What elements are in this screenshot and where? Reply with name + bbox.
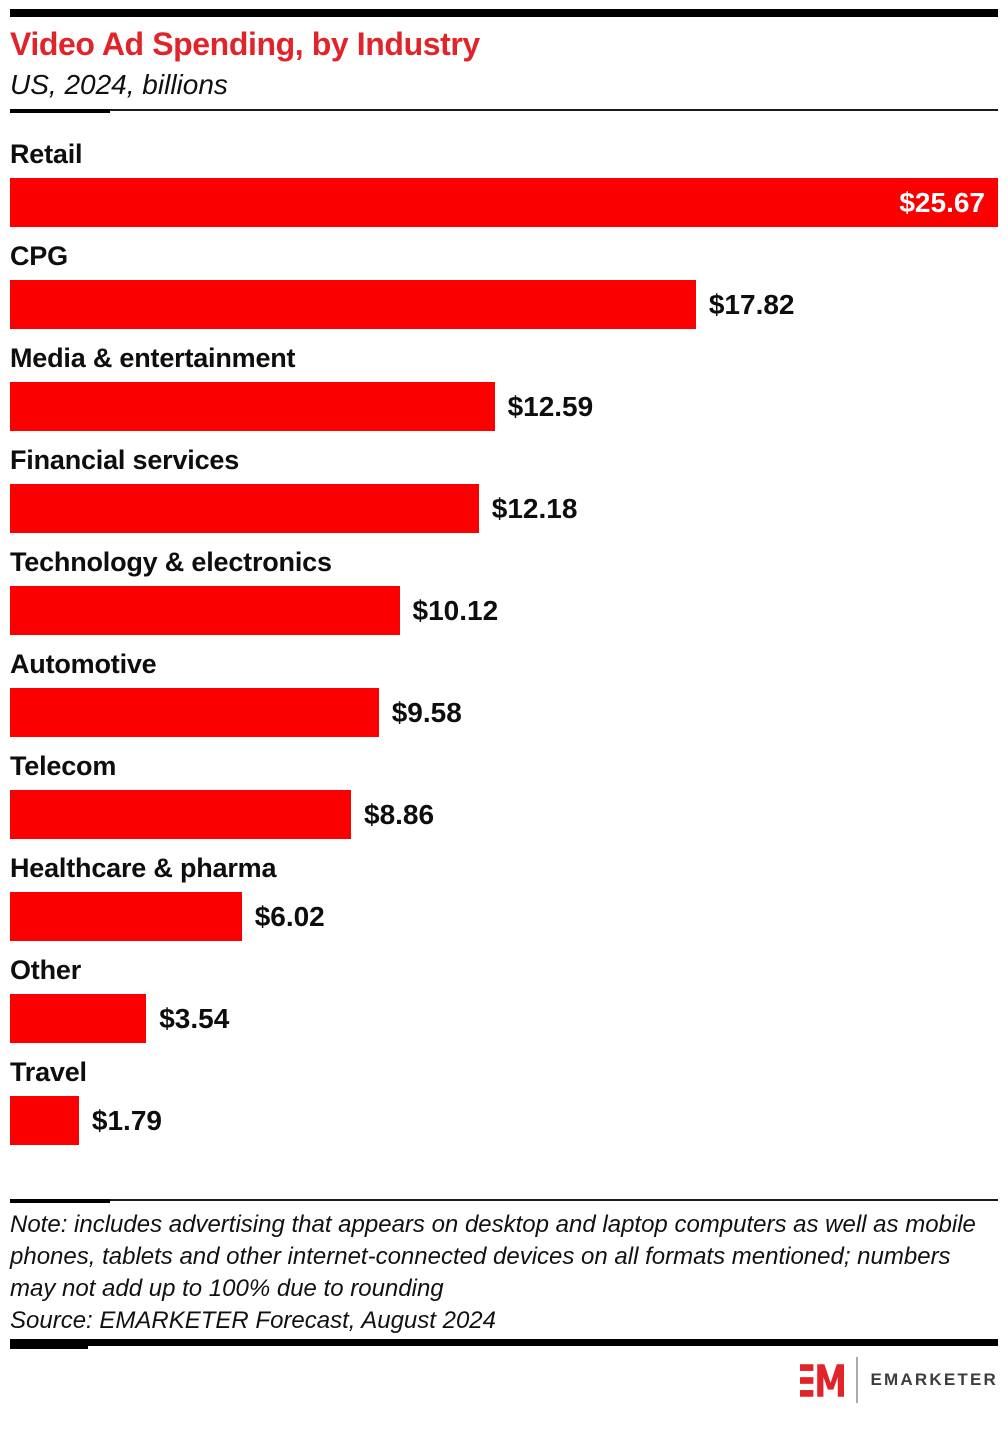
chart-row: CPG $17.82 [10, 239, 998, 329]
page-title: Video Ad Spending, by Industry [10, 26, 480, 62]
chart-row: Retail $25.67 [10, 137, 998, 227]
bar-track: $6.02 [10, 892, 998, 941]
chart-row: Financial services $12.18 [10, 443, 998, 533]
category-label: Healthcare & pharma [10, 853, 277, 883]
category-label: CPG [10, 241, 68, 271]
source-text: Source: EMARKETER Forecast, August 2024 [10, 1307, 496, 1334]
value-label: $6.02 [254, 900, 325, 932]
bar: $25.67 [10, 178, 998, 227]
bar [10, 994, 147, 1043]
page-subtitle: US, 2024, billions [10, 69, 228, 100]
emarketer-wordmark: EMARKETER [870, 1370, 998, 1389]
value-label: $9.58 [391, 696, 462, 728]
bar [10, 586, 400, 635]
bar [10, 688, 379, 737]
bar-chart: Retail $25.67 CPG $17.82 Media & entertainme… [10, 137, 998, 1145]
bar [10, 1096, 79, 1145]
bar-track: $17.82 [10, 280, 998, 329]
bar [10, 382, 495, 431]
value-label: $10.12 [412, 594, 499, 626]
category-label: Retail [10, 139, 83, 169]
chart-row: Healthcare & pharma $6.02 [10, 851, 998, 941]
bar-track: $25.67 [10, 178, 998, 227]
bar [10, 280, 696, 329]
header-divider [10, 109, 998, 113]
chart-row: Other $3.54 [10, 953, 998, 1043]
chart-row: Travel $1.79 [10, 1055, 998, 1145]
bar-track: $1.79 [10, 1096, 998, 1145]
header: Video Ad Spending, by Industry US, 2024,… [10, 27, 998, 101]
chart-row: Telecom $8.86 [10, 749, 998, 839]
chart-row: Automotive $9.58 [10, 647, 998, 737]
value-label: $25.67 [899, 186, 985, 218]
category-label: Travel [10, 1057, 87, 1087]
chart-row: Technology & electronics $10.12 [10, 545, 998, 635]
bar-track: $10.12 [10, 586, 998, 635]
bar-track: $3.54 [10, 994, 998, 1043]
value-label: $12.59 [507, 390, 594, 422]
bar-track: $12.18 [10, 484, 998, 533]
brand-footer: EMARKETER [10, 1357, 998, 1403]
value-label: $3.54 [159, 1002, 230, 1034]
logo-divider [855, 1357, 858, 1403]
category-label: Automotive [10, 649, 157, 679]
bar-track: $8.86 [10, 790, 998, 839]
footer-divider-accent [10, 1199, 110, 1203]
chart-row: Media & entertainment $12.59 [10, 341, 998, 431]
infographic-page: Video Ad Spending, by Industry US, 2024,… [0, 9, 1008, 1429]
bar [10, 484, 479, 533]
emarketer-logo-icon [799, 1363, 844, 1397]
category-label: Telecom [10, 751, 117, 781]
category-label: Financial services [10, 445, 240, 475]
bottom-accent-bar-left [10, 1339, 88, 1349]
value-label: $17.82 [708, 288, 795, 320]
value-label: $12.18 [491, 492, 578, 524]
category-label: Other [10, 955, 82, 985]
bar-track: $9.58 [10, 688, 998, 737]
bar [10, 790, 351, 839]
category-label: Technology & electronics [10, 547, 332, 577]
chart-footnote: Note: includes advertising that appears … [10, 1209, 998, 1337]
header-divider-accent [10, 109, 110, 113]
bottom-accent-bar [10, 1339, 998, 1349]
note-text: Note: includes advertising that appears … [10, 1211, 976, 1302]
bar [10, 892, 242, 941]
value-label: $8.86 [364, 798, 435, 830]
category-label: Media & entertainment [10, 343, 296, 373]
bar-track: $12.59 [10, 382, 998, 431]
value-label: $1.79 [91, 1104, 162, 1136]
top-accent-bar [10, 9, 998, 17]
footer-divider [10, 1199, 998, 1203]
